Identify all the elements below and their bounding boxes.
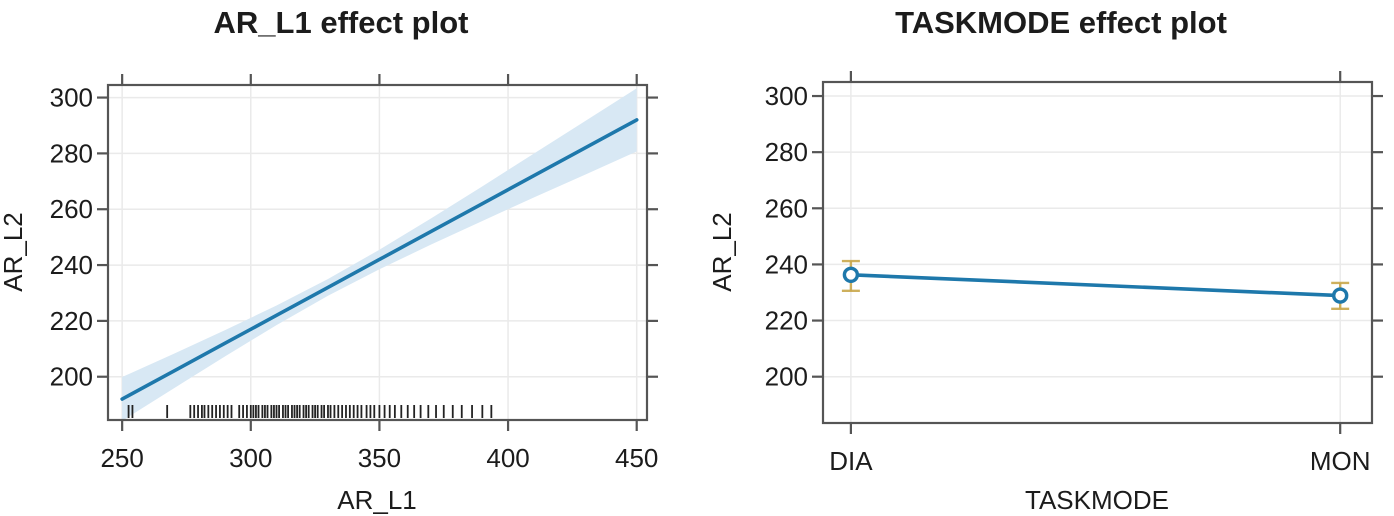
effect-line bbox=[850, 273, 1341, 298]
x-tick-label: 250 bbox=[100, 443, 143, 473]
ar-l1-effect-plot: 250 300 350 400 450 200 220 240 260 280 300 AR_L1 … bbox=[0, 5, 658, 515]
x-tick-label: 300 bbox=[229, 443, 272, 473]
taskmode-effect-plot: DIA MON 200 220 240 260 280 300 TASKMODE effect… bbox=[707, 5, 1383, 515]
chart-title: AR_L1 effect plot bbox=[214, 5, 469, 40]
x-tick-label: 350 bbox=[358, 443, 401, 473]
fit-line bbox=[120, 118, 639, 401]
y-tick-label: 220 bbox=[765, 306, 808, 336]
plot-frame bbox=[821, 80, 1374, 425]
y-tick-label: 300 bbox=[50, 83, 93, 113]
y-tick-label: 220 bbox=[50, 306, 93, 336]
point-DIA bbox=[842, 266, 860, 284]
y-tick-label: 280 bbox=[50, 138, 93, 168]
y-tick-label: 240 bbox=[50, 250, 93, 280]
x-axis-label: AR_L1 bbox=[337, 485, 417, 515]
x-tick-label: 450 bbox=[615, 443, 658, 473]
y-tick-label: 280 bbox=[765, 137, 808, 167]
x-axis-label: TASKMODE bbox=[1025, 485, 1169, 515]
x-tick-label: MON bbox=[1310, 446, 1371, 476]
plot-frame bbox=[106, 83, 649, 422]
y-axis-label: AR_L2 bbox=[707, 212, 737, 292]
y-tick-label: 200 bbox=[765, 362, 808, 392]
y-tick-label: 240 bbox=[765, 249, 808, 279]
confidence-band bbox=[122, 88, 637, 420]
x-tick-label: DIA bbox=[829, 446, 873, 476]
y-tick-label: 260 bbox=[765, 193, 808, 223]
x-tick-label: 400 bbox=[486, 443, 529, 473]
y-axis-label: AR_L2 bbox=[0, 212, 28, 292]
chart-title: TASKMODE effect plot bbox=[895, 5, 1227, 40]
y-tick-label: 260 bbox=[50, 194, 93, 224]
y-tick-label: 300 bbox=[765, 81, 808, 111]
point-MON bbox=[1331, 287, 1349, 304]
y-tick-label: 200 bbox=[50, 362, 93, 392]
